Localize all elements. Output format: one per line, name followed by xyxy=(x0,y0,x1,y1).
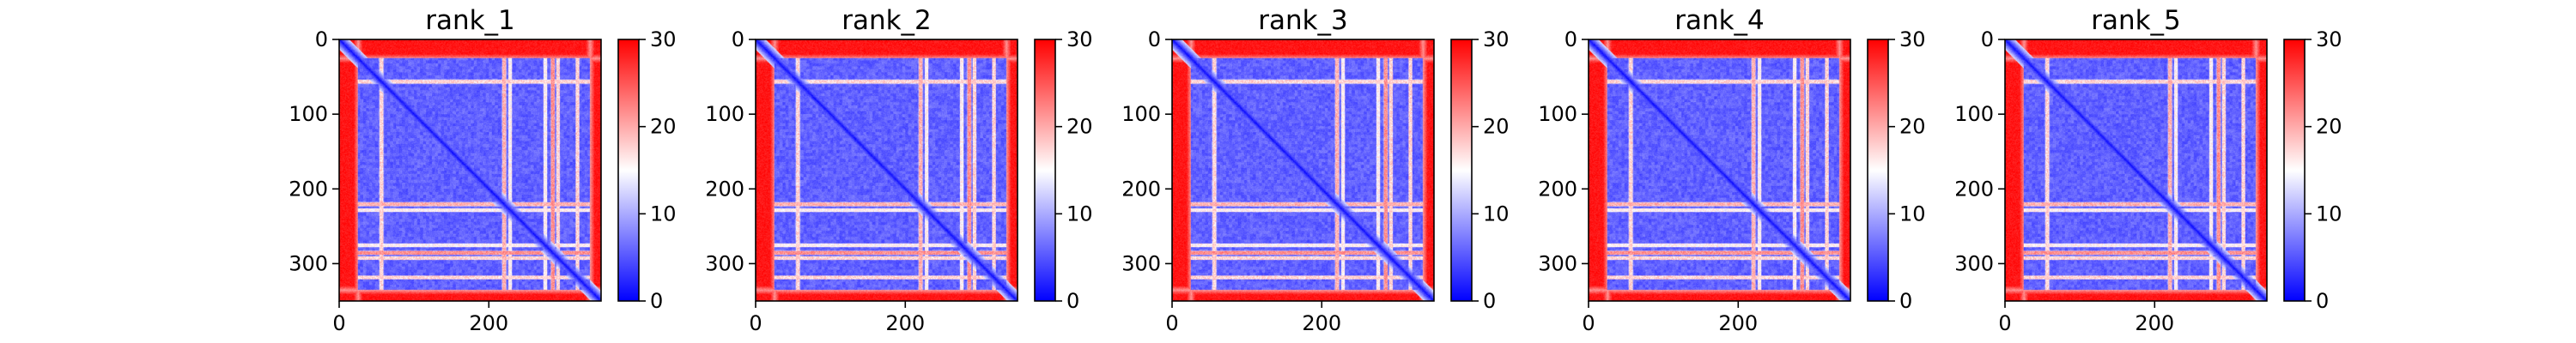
colorbar-frame xyxy=(2283,39,2306,302)
y-tick-label: 100 xyxy=(289,102,328,126)
y-tick-label: 100 xyxy=(1954,102,1994,126)
colorbar-tick-label: 20 xyxy=(650,115,677,139)
heatmap-image xyxy=(756,39,1018,301)
heatmap-panel-5: rank_5 0 100 200 300 0 200 0 10 20 30 xyxy=(1954,5,2342,335)
colorbar-frame xyxy=(1450,39,1473,302)
panel-title: rank_1 xyxy=(425,5,515,36)
heatmap-panel-3: rank_3 0 100 200 300 0 200 0 10 20 30 xyxy=(1121,5,1509,335)
colorbar-frame xyxy=(1034,39,1056,302)
plot-frame xyxy=(1171,39,1435,302)
colorbar-tick-label: 10 xyxy=(1066,202,1093,226)
panel-title: rank_3 xyxy=(1258,5,1348,36)
y-tick-label: 0 xyxy=(732,27,744,51)
colorbar-tick-label: 0 xyxy=(1899,289,1912,313)
colorbar xyxy=(1868,39,1888,301)
colorbar-tick-label: 20 xyxy=(1899,115,1926,139)
x-tick-label: 0 xyxy=(1582,311,1595,335)
x-tick-label: 200 xyxy=(1302,311,1341,335)
colorbar-tick-label: 30 xyxy=(650,27,677,51)
x-tick-label: 200 xyxy=(885,311,925,335)
y-tick-label: 200 xyxy=(1954,177,1994,201)
colorbar-tick-label: 0 xyxy=(650,289,663,313)
panel-title: rank_2 xyxy=(841,5,932,36)
heatmap-image xyxy=(1172,39,1434,301)
colorbar xyxy=(2284,39,2305,301)
colorbar xyxy=(1451,39,1472,301)
colorbar-tick-label: 0 xyxy=(2316,289,2329,313)
heatmap-image xyxy=(1589,39,1850,301)
x-tick-label: 0 xyxy=(1998,311,2011,335)
plot-frame xyxy=(1588,39,1851,302)
colorbar-tick-label: 30 xyxy=(2316,27,2342,51)
colorbar-tick-label: 0 xyxy=(1066,289,1079,313)
colorbar-tick-label: 0 xyxy=(1483,289,1496,313)
colorbar-tick-label: 30 xyxy=(1899,27,1926,51)
y-tick-label: 200 xyxy=(289,177,328,201)
x-tick-label: 0 xyxy=(749,311,762,335)
colorbar-frame xyxy=(1867,39,1889,302)
colorbar-tick-label: 10 xyxy=(1483,202,1510,226)
colorbar xyxy=(1035,39,1055,301)
y-tick-label: 0 xyxy=(315,27,328,51)
colorbar-tick-label: 10 xyxy=(1899,202,1926,226)
y-tick-label: 0 xyxy=(1148,27,1161,51)
y-tick-label: 300 xyxy=(1538,251,1577,275)
plot-frame xyxy=(2004,39,2268,302)
y-tick-label: 200 xyxy=(1538,177,1577,201)
plot-frame xyxy=(338,39,602,302)
heatmap-panel-2: rank_2 0 100 200 300 0 200 0 10 20 30 xyxy=(705,5,1092,335)
colorbar-tick-label: 20 xyxy=(1066,115,1093,139)
heatmap-image xyxy=(2005,39,2267,301)
x-tick-label: 200 xyxy=(2135,311,2174,335)
plot-frame xyxy=(755,39,1018,302)
x-tick-label: 0 xyxy=(332,311,345,335)
y-tick-label: 300 xyxy=(289,251,328,275)
y-tick-label: 0 xyxy=(1981,27,1994,51)
colorbar-tick-label: 20 xyxy=(1483,115,1510,139)
y-tick-label: 100 xyxy=(1121,102,1161,126)
colorbar-tick-label: 20 xyxy=(2316,115,2342,139)
x-tick-label: 0 xyxy=(1165,311,1178,335)
colorbar xyxy=(618,39,639,301)
panel-title: rank_5 xyxy=(2091,5,2181,36)
y-tick-label: 300 xyxy=(1121,251,1161,275)
y-tick-label: 0 xyxy=(1564,27,1577,51)
colorbar-tick-label: 30 xyxy=(1483,27,1510,51)
colorbar-frame xyxy=(617,39,640,302)
y-tick-label: 100 xyxy=(705,102,744,126)
heatmap-panel-1: rank_1 0 100 200 300 0 200 0 10 20 30 xyxy=(289,5,676,335)
colorbar-tick-label: 30 xyxy=(1066,27,1093,51)
heatmap-image xyxy=(339,39,601,301)
heatmap-panel-4: rank_4 0 100 200 300 0 200 0 10 20 30 xyxy=(1538,5,1925,335)
y-tick-label: 300 xyxy=(1954,251,1994,275)
colorbar-tick-label: 10 xyxy=(650,202,677,226)
y-tick-label: 200 xyxy=(1121,177,1161,201)
panel-title: rank_4 xyxy=(1674,5,1765,36)
y-tick-label: 100 xyxy=(1538,102,1577,126)
y-tick-label: 300 xyxy=(705,251,744,275)
y-tick-label: 200 xyxy=(705,177,744,201)
colorbar-tick-label: 10 xyxy=(2316,202,2342,226)
x-tick-label: 200 xyxy=(1718,311,1758,335)
x-tick-label: 200 xyxy=(469,311,508,335)
